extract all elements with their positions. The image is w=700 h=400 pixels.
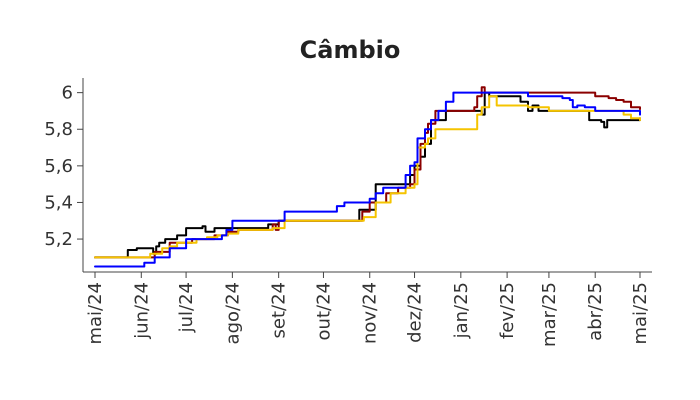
x-tick-label: mai/24 <box>85 282 106 345</box>
chart-title: Câmbio <box>300 36 401 64</box>
y-tick-label: 6 <box>62 83 73 104</box>
series-line-3 <box>94 95 641 259</box>
series-line-1 <box>94 91 641 259</box>
x-tick-label: mar/25 <box>539 282 560 347</box>
x-tick-label: mai/25 <box>630 282 651 345</box>
y-tick-label: 5,6 <box>44 156 73 177</box>
y-tick-label: 5,8 <box>44 119 73 140</box>
x-tick-label: ago/24 <box>222 282 243 344</box>
series-line-2 <box>94 86 641 259</box>
x-tick-label: fev/25 <box>497 282 518 339</box>
series-line-4 <box>94 91 641 268</box>
x-tick-label: jun/24 <box>131 282 152 340</box>
x-tick-label: nov/24 <box>360 282 381 344</box>
y-tick-label: 5,2 <box>44 229 73 250</box>
series-lines <box>94 86 641 268</box>
x-tick-label: abr/25 <box>585 282 606 341</box>
x-tick-label: jul/24 <box>176 282 197 333</box>
y-tick-label: 5,4 <box>44 192 73 213</box>
x-tick-label: out/24 <box>313 282 334 340</box>
x-tick-label: set/24 <box>269 282 290 338</box>
axes: 5,2 5,4 5,6 5,8 6 mai/24 jun/24 jul/24 ago/24 set… <box>44 78 652 347</box>
x-tick-label: jan/25 <box>451 282 472 339</box>
x-tick-label: dez/24 <box>405 282 426 343</box>
